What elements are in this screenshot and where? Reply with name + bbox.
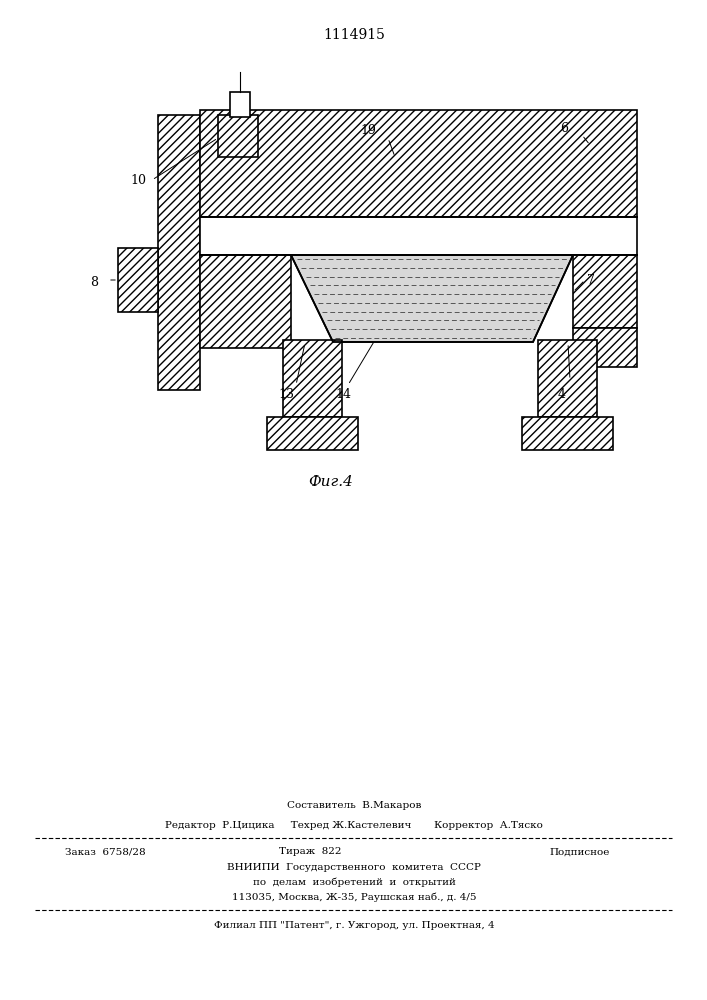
Text: Филиал ПП "Патент", г. Ужгород, ул. Проектная, 4: Филиал ПП "Патент", г. Ужгород, ул. Прое…: [214, 922, 494, 930]
Polygon shape: [200, 217, 637, 255]
Polygon shape: [538, 340, 597, 417]
Text: Составитель  В.Макаров: Составитель В.Макаров: [287, 800, 421, 810]
Text: 6: 6: [560, 121, 568, 134]
Polygon shape: [267, 417, 358, 450]
Text: 8: 8: [90, 275, 98, 288]
Polygon shape: [200, 110, 637, 217]
Text: 1114915: 1114915: [323, 28, 385, 42]
Polygon shape: [200, 255, 291, 348]
Text: 14: 14: [335, 387, 351, 400]
Text: 4: 4: [558, 387, 566, 400]
Text: Заказ  6758/28: Заказ 6758/28: [65, 848, 146, 856]
Polygon shape: [158, 115, 200, 390]
Text: 19: 19: [360, 123, 376, 136]
Text: 7: 7: [587, 273, 595, 286]
Polygon shape: [218, 115, 258, 157]
Polygon shape: [522, 417, 613, 450]
Text: 10: 10: [130, 174, 146, 186]
Text: Тираж  822: Тираж 822: [279, 848, 341, 856]
Polygon shape: [573, 255, 637, 328]
Text: Подписное: Подписное: [550, 848, 610, 856]
Text: Фиг.4: Фиг.4: [308, 475, 353, 489]
Text: 113035, Москва, Ж-35, Раушская наб., д. 4/5: 113035, Москва, Ж-35, Раушская наб., д. …: [232, 892, 477, 902]
Polygon shape: [291, 255, 573, 342]
Polygon shape: [118, 248, 158, 312]
Text: 13: 13: [278, 387, 294, 400]
Text: Редактор  Р.Цицика     Техред Ж.Кастелевич       Корректор  А.Тяско: Редактор Р.Цицика Техред Ж.Кастелевич Ко…: [165, 820, 543, 830]
Polygon shape: [573, 328, 637, 367]
Text: ВНИИПИ  Государственного  комитета  СССР: ВНИИПИ Государственного комитета СССР: [227, 862, 481, 871]
Polygon shape: [283, 340, 342, 417]
Text: по  делам  изобретений  и  открытий: по делам изобретений и открытий: [252, 877, 455, 887]
Polygon shape: [230, 92, 250, 117]
